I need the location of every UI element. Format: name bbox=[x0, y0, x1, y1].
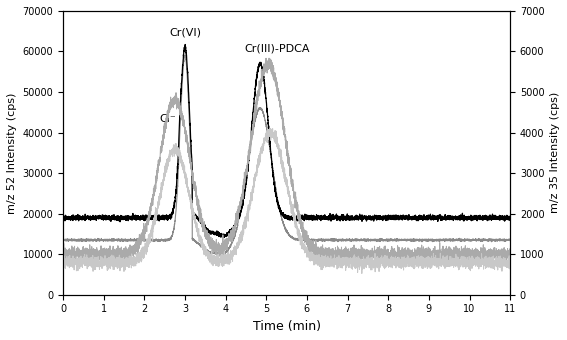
Text: Cr(III)-PDCA: Cr(III)-PDCA bbox=[244, 44, 310, 53]
Text: Cl⁻: Cl⁻ bbox=[159, 115, 176, 124]
Text: Cr(VI): Cr(VI) bbox=[169, 27, 201, 37]
X-axis label: Time (min): Time (min) bbox=[252, 320, 320, 333]
Y-axis label: m/z 35 Intensity (cps): m/z 35 Intensity (cps) bbox=[550, 92, 560, 214]
Y-axis label: m/z 52 Intensity (cps): m/z 52 Intensity (cps) bbox=[7, 92, 17, 214]
